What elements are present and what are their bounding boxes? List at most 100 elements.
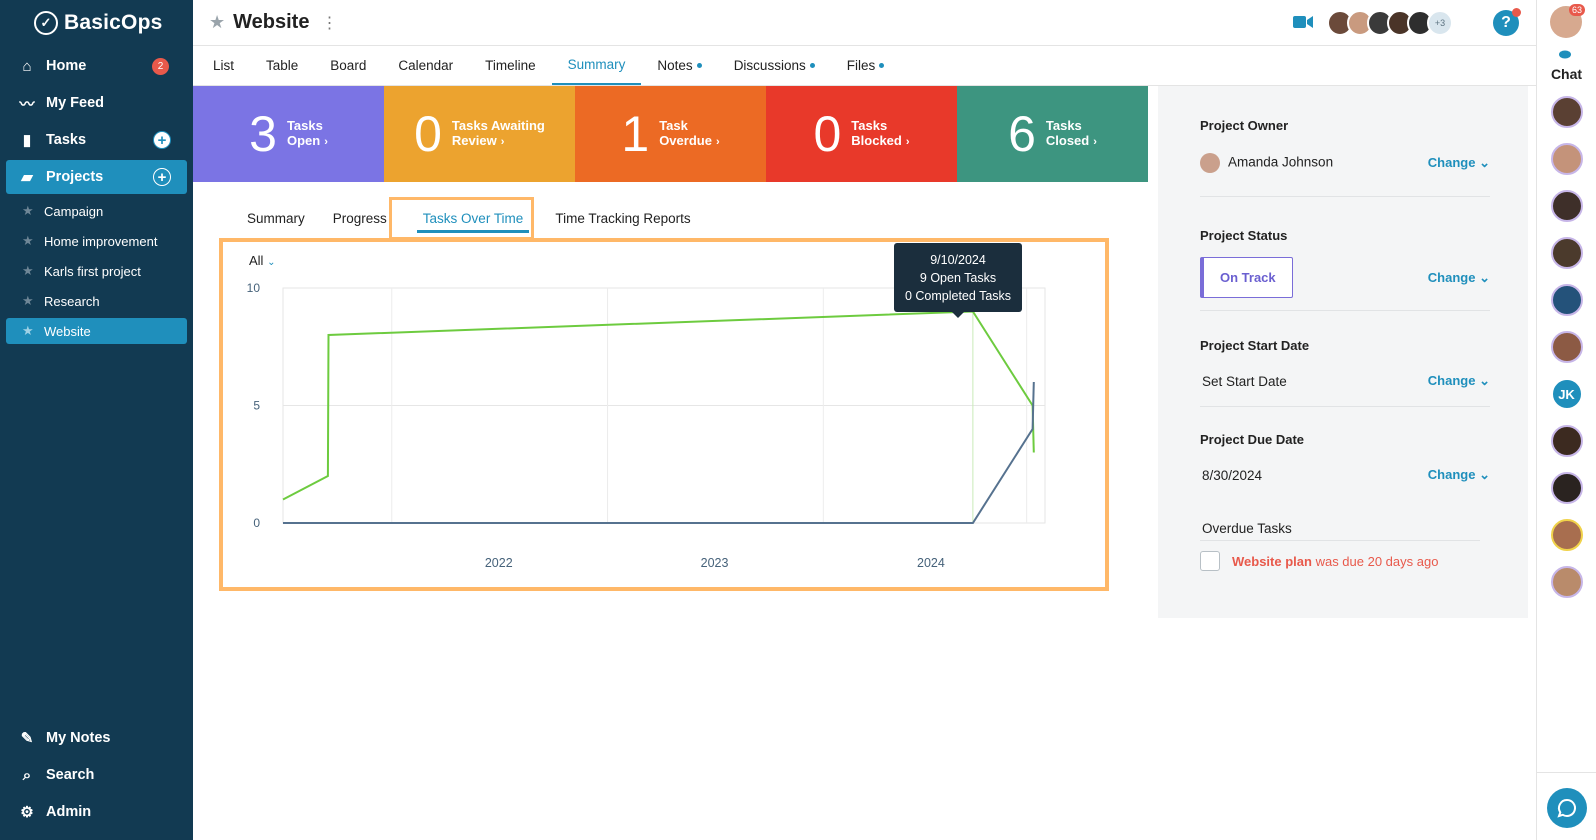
contact-avatar[interactable] bbox=[1550, 425, 1583, 457]
star-icon: ★ bbox=[22, 263, 34, 278]
project-website[interactable]: ★ Website bbox=[6, 318, 187, 344]
card-label: Closed bbox=[1045, 133, 1090, 148]
contact-avatar[interactable] bbox=[1550, 284, 1583, 316]
gear-icon: ⚙ bbox=[20, 804, 34, 821]
tooltip-date: 9/10/2024 bbox=[930, 253, 986, 267]
subtab-time-tracking-reports[interactable]: Time Tracking Reports bbox=[541, 203, 704, 233]
filter-dropdown[interactable]: All ⌄ bbox=[249, 253, 275, 268]
nav-tasks[interactable]: ▮ Tasks + bbox=[6, 123, 187, 157]
change-status-button[interactable]: Change ⌄ bbox=[1428, 270, 1490, 286]
contact-avatar[interactable] bbox=[1550, 331, 1583, 363]
add-project-icon[interactable]: + bbox=[153, 168, 171, 186]
favorite-star-icon[interactable]: ★ bbox=[209, 12, 226, 32]
help-icon[interactable]: ? bbox=[1493, 8, 1521, 36]
tab-label: Summary bbox=[567, 57, 626, 72]
subtab-tasks-over-time[interactable]: Tasks Over Time bbox=[409, 203, 538, 233]
home-badge: 2 bbox=[152, 58, 169, 75]
contact-avatar[interactable] bbox=[1550, 96, 1583, 128]
card-label: Open bbox=[286, 133, 321, 148]
project-owner-section: Project Owner Amanda Johnson Change ⌄ bbox=[1200, 118, 1490, 173]
owner-avatar bbox=[1200, 153, 1220, 173]
status-button[interactable]: On Track bbox=[1200, 257, 1293, 298]
more-options-icon[interactable]: ⋮ bbox=[321, 14, 338, 32]
change-due-date-button[interactable]: Change ⌄ bbox=[1428, 467, 1490, 483]
tab-calendar[interactable]: Calendar bbox=[382, 46, 469, 85]
project-owner-label: Project Owner bbox=[1200, 118, 1289, 133]
contact-avatar[interactable] bbox=[1550, 237, 1583, 269]
subtab-label: Progress bbox=[332, 210, 387, 226]
project-campaign[interactable]: ★ Campaign bbox=[6, 198, 187, 224]
team-avatars[interactable]: +3 bbox=[1327, 10, 1453, 36]
card-label: Tasks Awaiting bbox=[451, 118, 545, 133]
x-tick-label: 2022 bbox=[485, 556, 513, 570]
nav-search[interactable]: ⌕ Search bbox=[6, 758, 187, 792]
change-label: Change bbox=[1427, 269, 1476, 285]
tab-list[interactable]: List bbox=[197, 46, 250, 85]
project-home-improvement[interactable]: ★ Home improvement bbox=[6, 228, 187, 254]
card-tasks-closed[interactable]: 6 Tasks Closed › bbox=[957, 86, 1148, 182]
card-task-overdue[interactable]: 1 Task Overdue › bbox=[575, 86, 766, 182]
tab-notes[interactable]: Notes bbox=[641, 46, 717, 85]
nav-admin[interactable]: ⚙ Admin bbox=[6, 795, 187, 829]
support-chat-button[interactable] bbox=[1547, 788, 1587, 828]
chevron-right-icon: › bbox=[1093, 136, 1097, 148]
card-count: 6 bbox=[1008, 106, 1036, 162]
card-tasks-open[interactable]: 3 Tasks Open › bbox=[193, 86, 384, 182]
more-avatars-count[interactable]: +3 bbox=[1427, 10, 1453, 36]
project-label: Campaign bbox=[44, 203, 104, 219]
contact-avatar[interactable] bbox=[1550, 143, 1583, 175]
owner-name: Amanda Johnson bbox=[1228, 154, 1334, 170]
project-karls-first-project[interactable]: ★ Karls first project bbox=[6, 258, 187, 284]
tab-label: Timeline bbox=[485, 58, 536, 73]
nav-home[interactable]: ⌂ Home 2 bbox=[6, 49, 187, 83]
change-start-date-button[interactable]: Change ⌄ bbox=[1428, 373, 1490, 389]
summary-subtabs: Summary Progress Tasks Over Time Time Tr… bbox=[233, 200, 705, 236]
chevron-down-icon: ⌄ bbox=[1479, 373, 1490, 388]
tab-files[interactable]: Files bbox=[831, 46, 901, 85]
tab-summary[interactable]: Summary bbox=[551, 46, 642, 85]
card-tasks-awaiting-review[interactable]: 0 Tasks Awaiting Review › bbox=[384, 86, 575, 182]
contact-avatar[interactable] bbox=[1550, 190, 1583, 222]
nav-my-notes[interactable]: ✎ My Notes bbox=[6, 721, 187, 755]
overdue-task-link[interactable]: Website plan bbox=[1232, 553, 1312, 569]
change-label: Change bbox=[1427, 155, 1476, 170]
app-name: BasicOps bbox=[64, 11, 163, 34]
contact-avatar[interactable] bbox=[1550, 519, 1583, 551]
nav-projects[interactable]: ▰ Projects + bbox=[6, 160, 187, 194]
contact-avatar[interactable] bbox=[1550, 566, 1583, 598]
tab-board[interactable]: Board bbox=[314, 46, 382, 85]
chevron-right-icon: › bbox=[905, 136, 910, 148]
video-call-icon[interactable] bbox=[1293, 15, 1313, 29]
app-logo[interactable]: ✓ BasicOps bbox=[0, 0, 193, 46]
subtab-progress[interactable]: Progress bbox=[319, 203, 401, 233]
nav-search-label: Search bbox=[46, 767, 95, 783]
project-research[interactable]: ★ Research bbox=[6, 288, 187, 314]
card-count: 3 bbox=[249, 106, 277, 162]
tab-timeline[interactable]: Timeline bbox=[469, 46, 552, 85]
chevron-right-icon: › bbox=[324, 136, 328, 148]
nav-my-feed[interactable]: 〰 My Feed bbox=[6, 86, 187, 120]
project-start-date-label: Project Start Date bbox=[1200, 338, 1310, 353]
due-date-value: 8/30/2024 bbox=[1202, 467, 1263, 483]
nav-tasks-label: Tasks bbox=[46, 132, 87, 148]
star-icon: ★ bbox=[22, 203, 34, 218]
y-tick-label: 10 bbox=[247, 281, 261, 295]
chevron-right-icon: › bbox=[500, 136, 505, 148]
chevron-down-icon: ⌄ bbox=[1479, 467, 1490, 482]
card-label: Tasks bbox=[1045, 118, 1082, 133]
task-checkbox[interactable] bbox=[1200, 551, 1220, 571]
tab-label: Calendar bbox=[398, 58, 454, 73]
card-tasks-blocked[interactable]: 0 Tasks Blocked › bbox=[766, 86, 957, 182]
change-owner-button[interactable]: Change ⌄ bbox=[1428, 155, 1490, 171]
add-task-icon[interactable]: + bbox=[153, 131, 171, 149]
star-icon: ★ bbox=[22, 293, 34, 308]
chat-label[interactable]: Chat bbox=[1550, 66, 1583, 82]
subtab-summary[interactable]: Summary bbox=[233, 203, 319, 233]
contact-avatar[interactable] bbox=[1550, 472, 1583, 504]
project-details-panel: Project Owner Amanda Johnson Change ⌄ Pr… bbox=[1158, 86, 1528, 618]
contact-avatar-initials[interactable]: JK bbox=[1550, 378, 1583, 410]
unread-dot bbox=[809, 63, 815, 68]
card-count: 0 bbox=[414, 106, 442, 162]
tab-discussions[interactable]: Discussions bbox=[718, 46, 831, 85]
tab-table[interactable]: Table bbox=[250, 46, 314, 85]
